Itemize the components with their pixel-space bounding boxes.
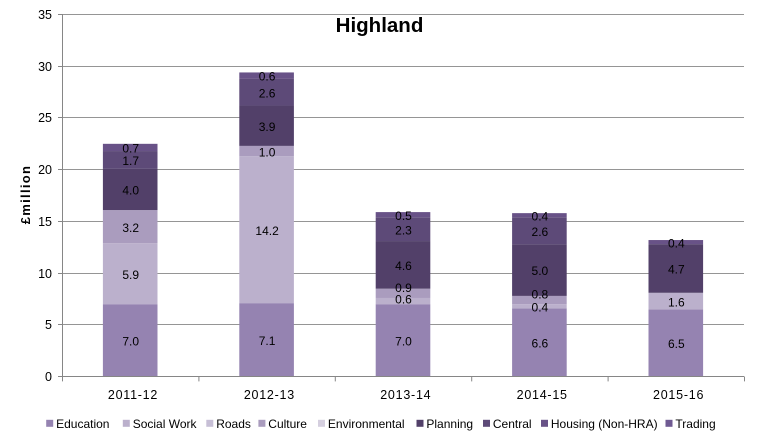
svg-text:7.1: 7.1 — [259, 334, 276, 348]
svg-text:2013-14: 2013-14 — [380, 388, 431, 402]
svg-text:2015-16: 2015-16 — [653, 388, 704, 402]
svg-text:1.0: 1.0 — [259, 145, 276, 159]
svg-text:0.6: 0.6 — [395, 293, 412, 307]
svg-text:10: 10 — [38, 267, 52, 281]
svg-text:2.3: 2.3 — [395, 223, 412, 237]
svg-text:0.7: 0.7 — [122, 142, 139, 156]
svg-text:35: 35 — [38, 8, 52, 22]
svg-text:Environmental: Environmental — [328, 417, 405, 431]
svg-text:1.7: 1.7 — [122, 154, 139, 168]
svg-text:£million: £million — [18, 165, 33, 225]
svg-text:7.0: 7.0 — [122, 335, 139, 349]
svg-text:6.6: 6.6 — [532, 337, 549, 351]
svg-text:Culture: Culture — [268, 417, 307, 431]
svg-text:0.6: 0.6 — [259, 70, 276, 84]
svg-text:15: 15 — [38, 215, 52, 229]
svg-text:5.9: 5.9 — [122, 268, 139, 282]
svg-text:7.0: 7.0 — [395, 335, 412, 349]
svg-text:3.9: 3.9 — [259, 120, 276, 134]
svg-text:Housing (Non-HRA): Housing (Non-HRA) — [551, 417, 658, 431]
svg-text:0.8: 0.8 — [532, 288, 549, 302]
svg-text:Planning: Planning — [426, 417, 473, 431]
svg-text:Highland: Highland — [336, 14, 424, 37]
svg-text:14.2: 14.2 — [255, 224, 279, 238]
svg-text:Trading: Trading — [675, 417, 715, 431]
svg-text:0.4: 0.4 — [532, 209, 549, 223]
svg-text:2.6: 2.6 — [259, 86, 276, 100]
svg-text:Roads: Roads — [216, 417, 251, 431]
svg-text:5: 5 — [45, 318, 52, 332]
svg-text:0.4: 0.4 — [668, 236, 685, 250]
svg-text:2011-12: 2011-12 — [108, 388, 158, 402]
svg-text:6.5: 6.5 — [668, 337, 685, 351]
svg-text:4.6: 4.6 — [395, 259, 412, 273]
svg-text:0: 0 — [45, 370, 52, 384]
svg-text:3.2: 3.2 — [122, 221, 139, 235]
svg-text:0.4: 0.4 — [532, 300, 549, 314]
svg-text:4.0: 4.0 — [122, 184, 139, 198]
svg-text:30: 30 — [38, 60, 52, 74]
svg-text:0.9: 0.9 — [395, 281, 412, 295]
svg-text:5.0: 5.0 — [532, 264, 549, 278]
svg-text:25: 25 — [38, 111, 52, 125]
svg-text:Central: Central — [493, 417, 532, 431]
svg-text:2012-13: 2012-13 — [244, 388, 295, 402]
svg-text:1.6: 1.6 — [668, 295, 685, 309]
svg-text:20: 20 — [38, 163, 52, 177]
svg-text:0.5: 0.5 — [395, 209, 412, 223]
svg-text:2014-15: 2014-15 — [517, 388, 568, 402]
svg-text:Social Work: Social Work — [133, 417, 198, 431]
svg-text:2.6: 2.6 — [532, 225, 549, 239]
svg-text:Education: Education — [56, 417, 109, 431]
svg-text:4.7: 4.7 — [668, 263, 685, 277]
